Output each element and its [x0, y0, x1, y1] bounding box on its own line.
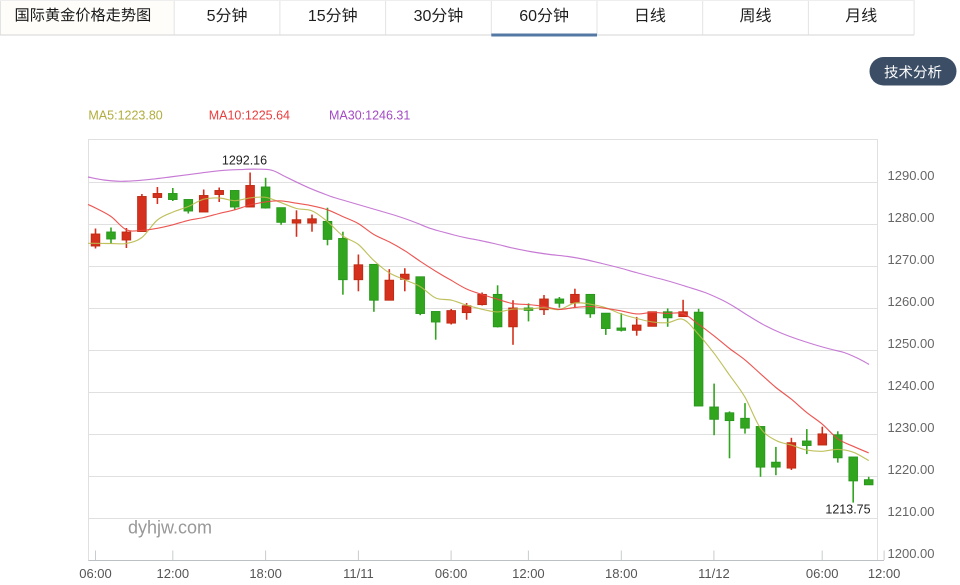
svg-text:18:00: 18:00 [249, 566, 282, 581]
svg-text:1260.00: 1260.00 [888, 294, 935, 309]
svg-text:1240.00: 1240.00 [888, 378, 935, 393]
svg-text:06:00: 06:00 [806, 566, 839, 581]
svg-text:11/12: 11/12 [698, 566, 730, 581]
svg-text:1213.75: 1213.75 [825, 502, 870, 516]
svg-text:1270.00: 1270.00 [888, 252, 935, 267]
svg-text:MA10:1225.64: MA10:1225.64 [209, 109, 290, 123]
svg-text:1220.00: 1220.00 [888, 462, 935, 477]
svg-text:MA5:1223.80: MA5:1223.80 [88, 109, 162, 123]
svg-text:12:00: 12:00 [512, 566, 545, 581]
svg-text:3: 3 [414, 8, 423, 25]
svg-text:1210.00: 1210.00 [888, 504, 935, 519]
svg-text:1: 1 [308, 8, 317, 25]
svg-text:1200.00: 1200.00 [888, 546, 935, 561]
svg-text:6: 6 [519, 8, 528, 25]
svg-text:dyhjw.com: dyhjw.com [128, 518, 212, 538]
svg-text:1292.16: 1292.16 [222, 153, 267, 167]
svg-text:MA30:1246.31: MA30:1246.31 [329, 109, 410, 123]
svg-text:0: 0 [528, 8, 537, 25]
svg-text:0: 0 [423, 8, 432, 25]
svg-text:1290.00: 1290.00 [888, 168, 935, 183]
svg-text:18:00: 18:00 [605, 566, 638, 581]
svg-text:06:00: 06:00 [79, 566, 112, 581]
svg-text:5: 5 [207, 8, 216, 25]
svg-text:06:00: 06:00 [435, 566, 468, 581]
svg-text:11/11: 11/11 [343, 566, 374, 581]
svg-text:12:00: 12:00 [868, 566, 901, 581]
svg-text:5: 5 [317, 8, 326, 25]
svg-text:1250.00: 1250.00 [888, 336, 935, 351]
svg-text:1280.00: 1280.00 [888, 210, 935, 225]
svg-text:12:00: 12:00 [157, 566, 190, 581]
svg-text:1230.00: 1230.00 [888, 420, 935, 435]
